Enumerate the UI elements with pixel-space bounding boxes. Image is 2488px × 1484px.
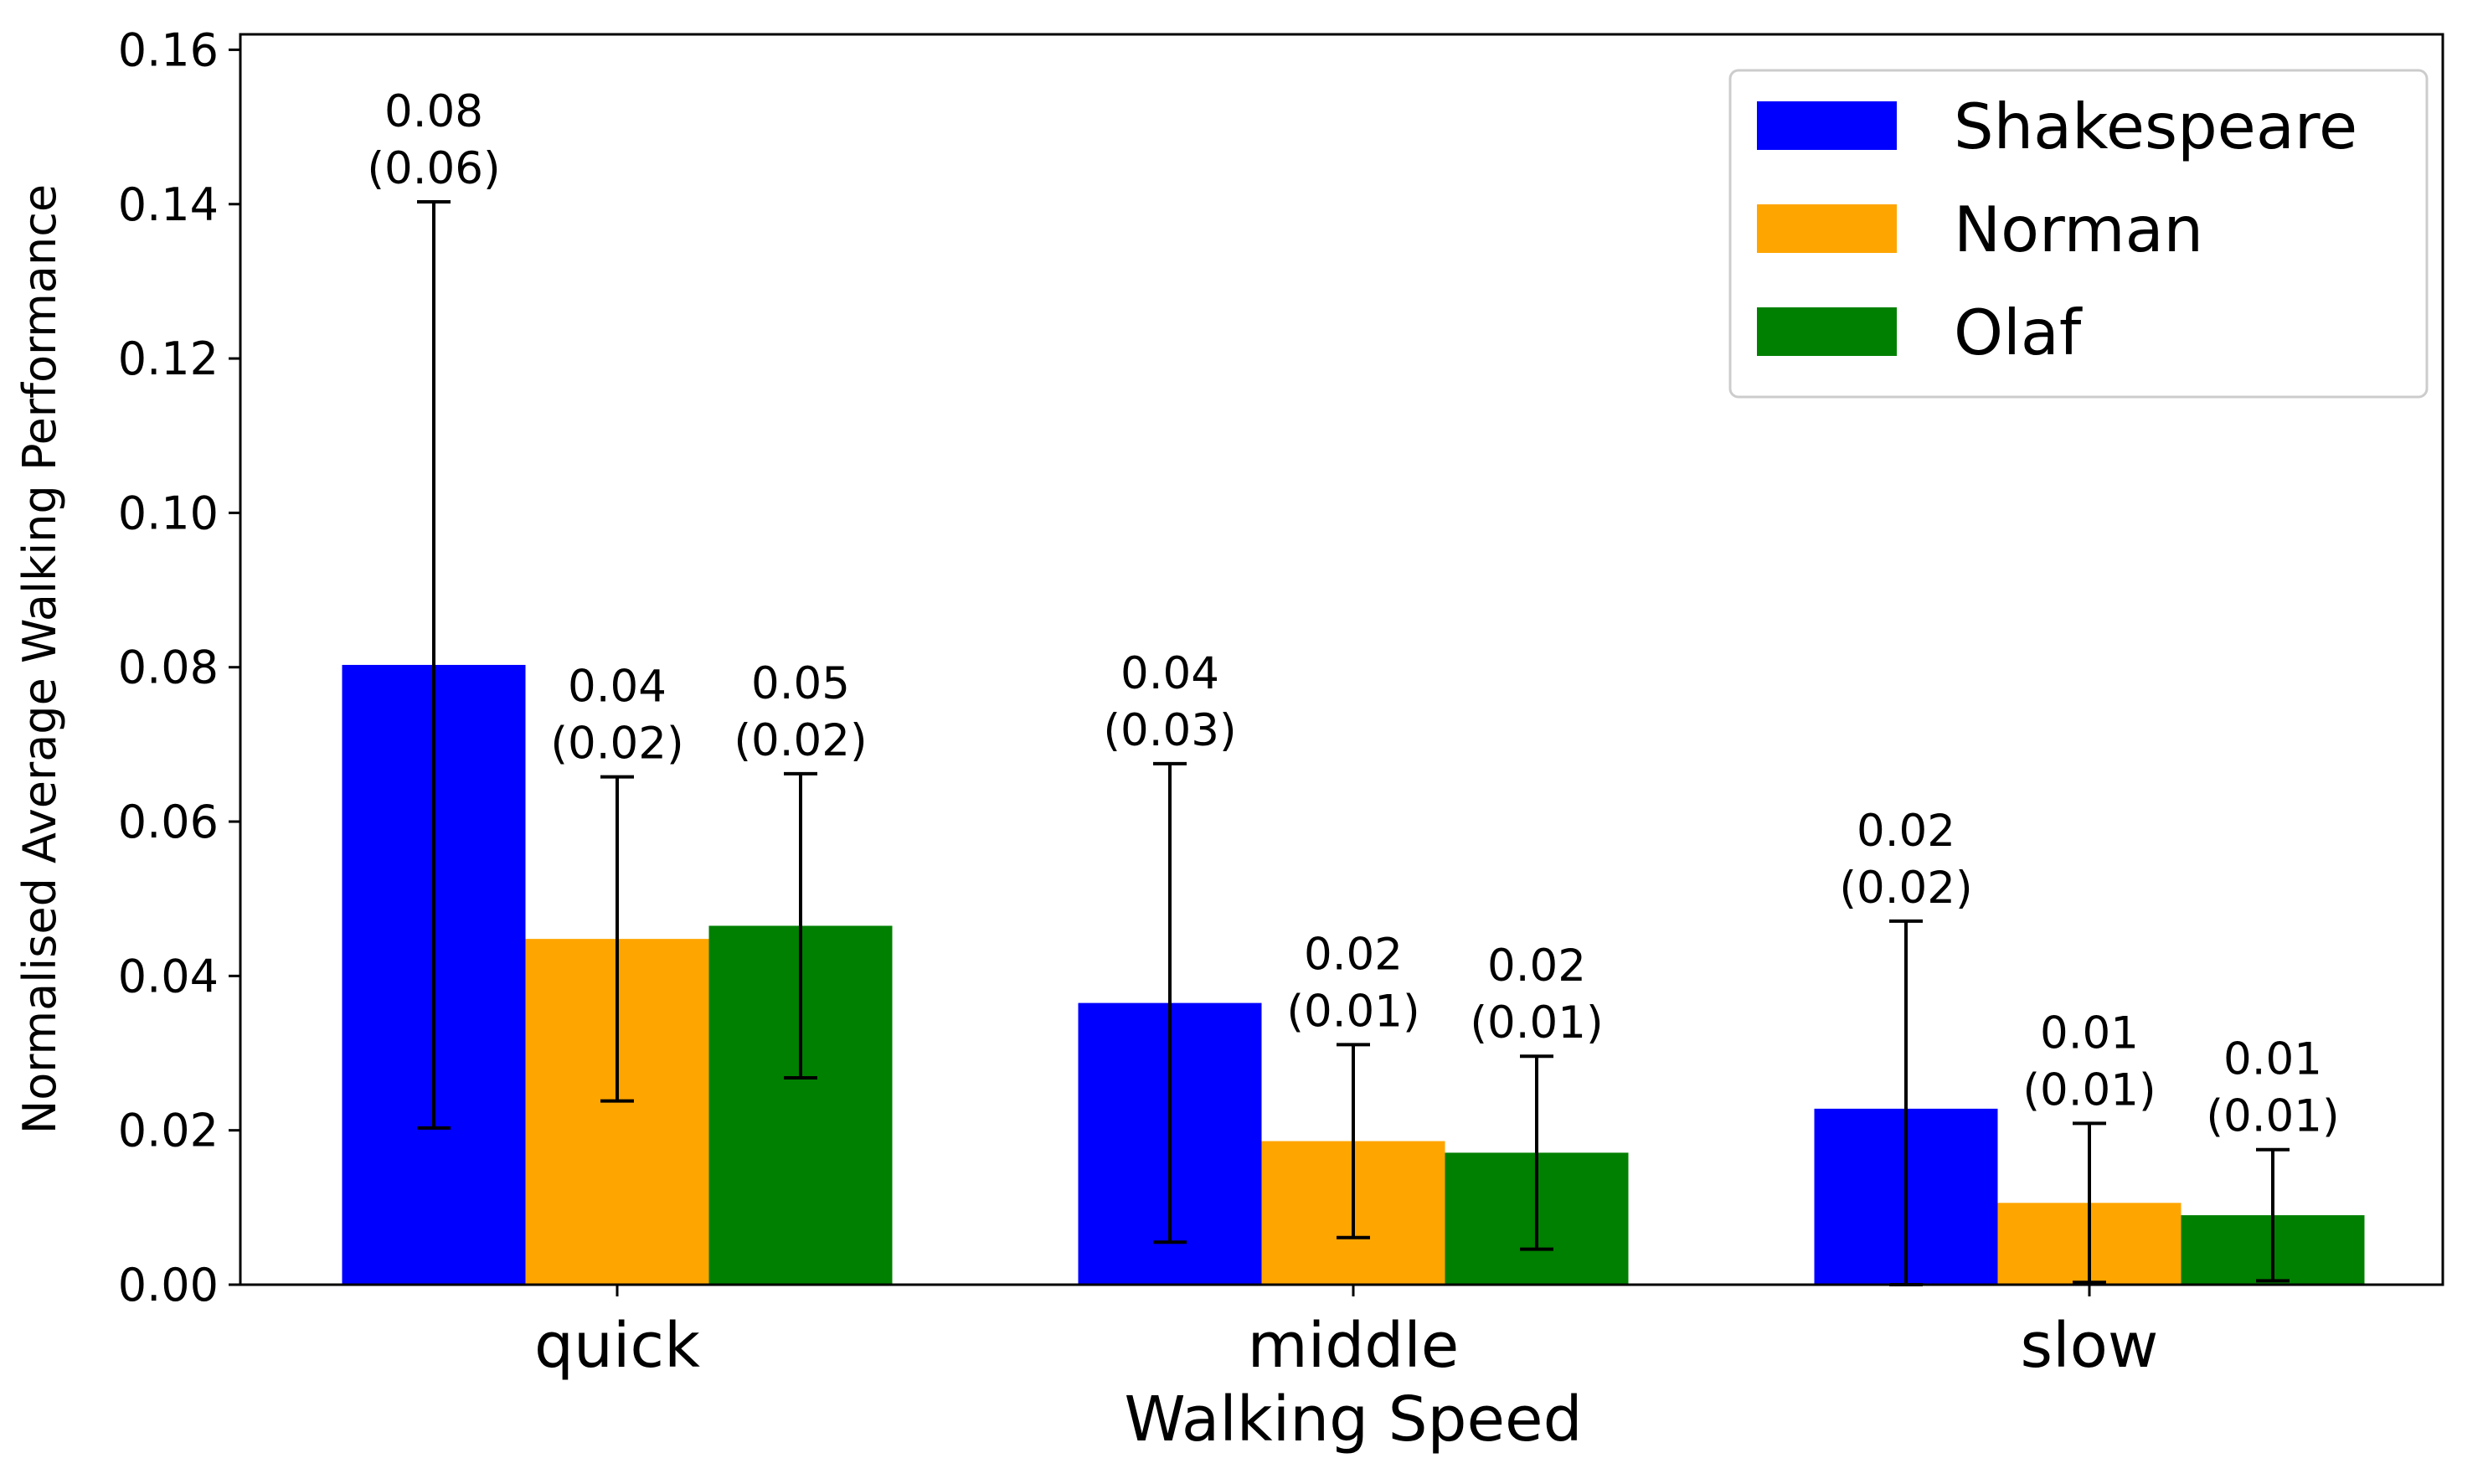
bar-error-label: (0.03)	[1103, 705, 1236, 756]
x-tick-label-quick: quick	[534, 1310, 700, 1382]
x-axis: quick middle slow	[534, 1285, 2158, 1382]
plot-area-frame	[239, 33, 2444, 1286]
bar-value-label: 0.01	[2223, 1034, 2322, 1085]
error-bar-olaf-slow	[2256, 1147, 2290, 1283]
x-tick-label-slow: slow	[2021, 1310, 2159, 1382]
bar-error-label: (0.02)	[1839, 863, 1972, 914]
y-tick-label: 0.10	[118, 487, 219, 539]
x-axis-title: Walking Speed	[1124, 1384, 1582, 1456]
y-tick-label: 0.16	[118, 23, 219, 76]
y-tick-label: 0.08	[118, 642, 219, 694]
bar-error-label: (0.01)	[1470, 997, 1603, 1049]
y-tick-label: 0.12	[118, 332, 219, 385]
bar-value-label: 0.02	[1304, 929, 1403, 980]
y-axis-title: Normalised Average Walking Performance	[13, 184, 66, 1134]
legend: Shakespeare Norman Olaf	[1728, 69, 2429, 399]
legend-swatch	[1757, 204, 1897, 253]
bar-value-label: 0.04	[1120, 648, 1219, 699]
bar-value-label: 0.01	[2040, 1007, 2139, 1059]
bar-value-label: 0.08	[384, 86, 483, 137]
y-tick-label: 0.02	[118, 1105, 219, 1157]
legend-swatch	[1757, 307, 1897, 356]
legend-swatch	[1757, 101, 1897, 150]
legend-item-shakespeare: Shakespeare	[1757, 90, 2357, 163]
bar-labels-layer: 0.08 (0.06) 0.04 (0.03) 0.02 (0.02) 0.04 (0.02)…	[367, 86, 2339, 1142]
bar-error-label: (0.02)	[550, 719, 683, 770]
legend-label: Olaf	[1954, 296, 2083, 369]
bar-error-label: (0.02)	[734, 715, 867, 766]
legend-frame	[1728, 69, 2429, 399]
x-tick-label-middle: middle	[1248, 1310, 1460, 1382]
y-tick-label: 0.14	[118, 178, 219, 231]
bar-error-label: (0.01)	[2206, 1091, 2339, 1142]
bar-error-label: (0.01)	[2022, 1064, 2156, 1116]
error-bar-shakespeare-middle	[1153, 761, 1187, 1244]
error-bar-norman-middle	[1337, 1043, 1370, 1239]
y-axis: 0.00 0.02 0.04 0.06 0.08 0.10 0.12 0.14 0.16	[118, 23, 240, 1311]
bar-value-label: 0.02	[1487, 940, 1586, 992]
error-bar-norman-quick	[600, 775, 634, 1103]
y-tick-label: 0.04	[118, 950, 219, 1002]
error-bar-olaf-quick	[784, 771, 817, 1080]
bar-error-label: (0.06)	[367, 143, 500, 194]
bar-value-label: 0.05	[751, 658, 850, 709]
error-bar-olaf-middle	[1520, 1054, 1553, 1251]
bar-value-label: 0.02	[1857, 806, 1955, 857]
y-tick-label: 0.06	[118, 796, 219, 848]
y-tick-label: 0.00	[118, 1259, 219, 1311]
legend-label: Shakespeare	[1954, 90, 2357, 163]
error-bar-norman-slow	[2073, 1121, 2106, 1285]
bar-error-label: (0.01)	[1286, 986, 1419, 1037]
error-bar-shakespeare-quick	[417, 199, 451, 1130]
legend-item-olaf: Olaf	[1757, 296, 2083, 369]
legend-item-norman: Norman	[1757, 193, 2203, 266]
bar-value-label: 0.04	[568, 662, 667, 713]
legend-label: Norman	[1954, 193, 2203, 266]
error-bars-layer	[417, 199, 2290, 1286]
